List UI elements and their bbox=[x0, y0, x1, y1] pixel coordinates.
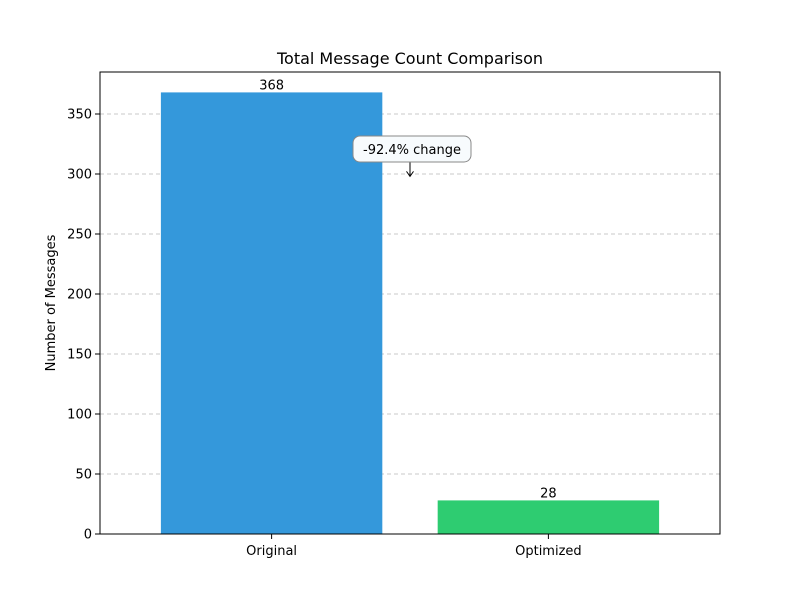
y-tick-label: 100 bbox=[67, 408, 92, 423]
x-tick-label: Optimized bbox=[515, 544, 582, 559]
y-tick-label: 250 bbox=[67, 228, 92, 243]
bar-value-label: 368 bbox=[259, 78, 284, 93]
y-tick-label: 200 bbox=[67, 288, 92, 303]
y-tick-label: 50 bbox=[75, 468, 92, 483]
chart-title: Total Message Count Comparison bbox=[276, 49, 543, 68]
y-axis-label: Number of Messages bbox=[44, 234, 59, 371]
change-annotation: -92.4% change bbox=[352, 135, 472, 178]
annotation-box bbox=[352, 135, 472, 163]
bar-value-labels: 368 28 bbox=[259, 78, 556, 501]
y-tick-label: 300 bbox=[67, 168, 92, 183]
x-tick-label: Original bbox=[246, 544, 297, 559]
y-tick-label: 150 bbox=[67, 348, 92, 363]
annotation-text: -92.4% change bbox=[363, 143, 461, 158]
y-tick-label: 0 bbox=[84, 528, 92, 543]
bar-original bbox=[160, 92, 383, 535]
bar-value-label: 28 bbox=[540, 486, 557, 501]
annotation-arrow bbox=[406, 162, 414, 178]
plot-frame bbox=[99, 71, 721, 535]
axes: 0 50 100 150 200 250 300 350 Original Optimized bbox=[67, 71, 721, 559]
bars bbox=[160, 92, 660, 535]
bar-optimized bbox=[437, 500, 660, 534]
y-tick-label: 350 bbox=[67, 108, 92, 123]
